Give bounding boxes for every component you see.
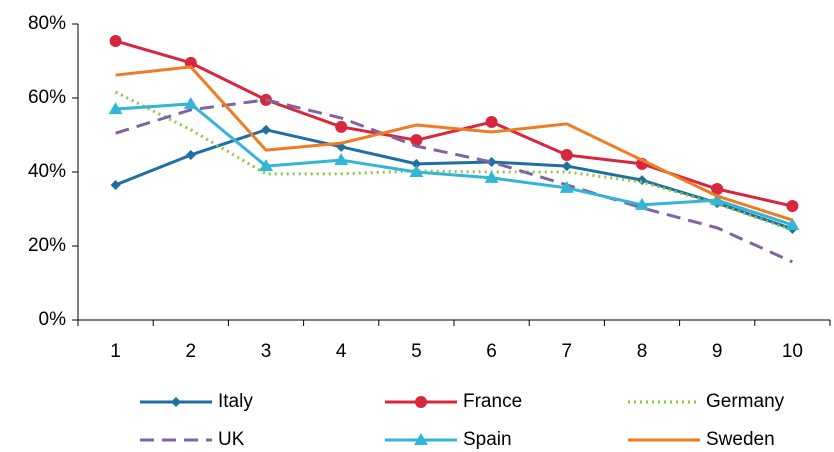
x-tick-label: 1 (110, 341, 121, 362)
marker (786, 200, 799, 213)
y-tick-label: 60% (28, 87, 66, 108)
marker (410, 134, 423, 147)
marker (485, 116, 498, 129)
y-tick-label: 0% (39, 309, 67, 330)
y-tick-label: 80% (28, 13, 66, 34)
marker (183, 96, 198, 109)
marker (560, 148, 573, 161)
marker (110, 179, 121, 190)
legend-label: UK (218, 429, 245, 450)
marker (409, 165, 424, 177)
marker (334, 153, 349, 166)
series-line (114, 90, 793, 232)
series-line (115, 128, 793, 231)
legend-label: Spain (463, 429, 512, 450)
x-tick-label: 4 (336, 341, 347, 362)
marker (414, 433, 428, 445)
series-line (115, 39, 793, 208)
marker (259, 159, 273, 172)
x-tick-label: 5 (411, 341, 422, 362)
x-tick-label: 6 (486, 341, 497, 362)
marker (109, 35, 122, 48)
legend-label: Italy (218, 391, 253, 412)
x-tick-label: 3 (261, 341, 272, 362)
marker (415, 396, 427, 408)
marker (171, 397, 181, 407)
x-tick-label: 7 (562, 341, 573, 362)
y-tick-label: 40% (28, 161, 66, 182)
marker (561, 161, 572, 172)
y-tick-label: 20% (28, 235, 66, 256)
series-line (115, 98, 794, 264)
series-line (115, 65, 793, 222)
marker (710, 193, 725, 206)
legend-label: France (463, 391, 522, 412)
marker (185, 149, 196, 160)
x-tick-label: 8 (637, 341, 648, 362)
marker (785, 217, 800, 230)
x-tick-label: 10 (782, 341, 803, 362)
marker (711, 183, 724, 196)
marker (635, 197, 649, 210)
x-tick-label: 9 (712, 341, 723, 362)
legend-label: Sweden (706, 429, 775, 450)
marker (411, 158, 422, 169)
marker (637, 175, 647, 186)
marker (261, 124, 271, 135)
series-line (115, 102, 793, 227)
marker (108, 102, 123, 115)
marker (484, 170, 499, 183)
marker (559, 180, 574, 193)
marker (486, 157, 497, 168)
legend-label: Germany (706, 391, 785, 412)
x-tick-label: 2 (186, 341, 197, 362)
marker (335, 120, 348, 133)
